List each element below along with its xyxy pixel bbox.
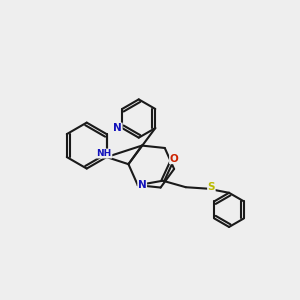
- Text: N: N: [138, 180, 147, 190]
- Text: N: N: [113, 123, 122, 133]
- Text: O: O: [169, 154, 178, 164]
- Text: NH: NH: [97, 149, 112, 158]
- Text: S: S: [208, 182, 215, 192]
